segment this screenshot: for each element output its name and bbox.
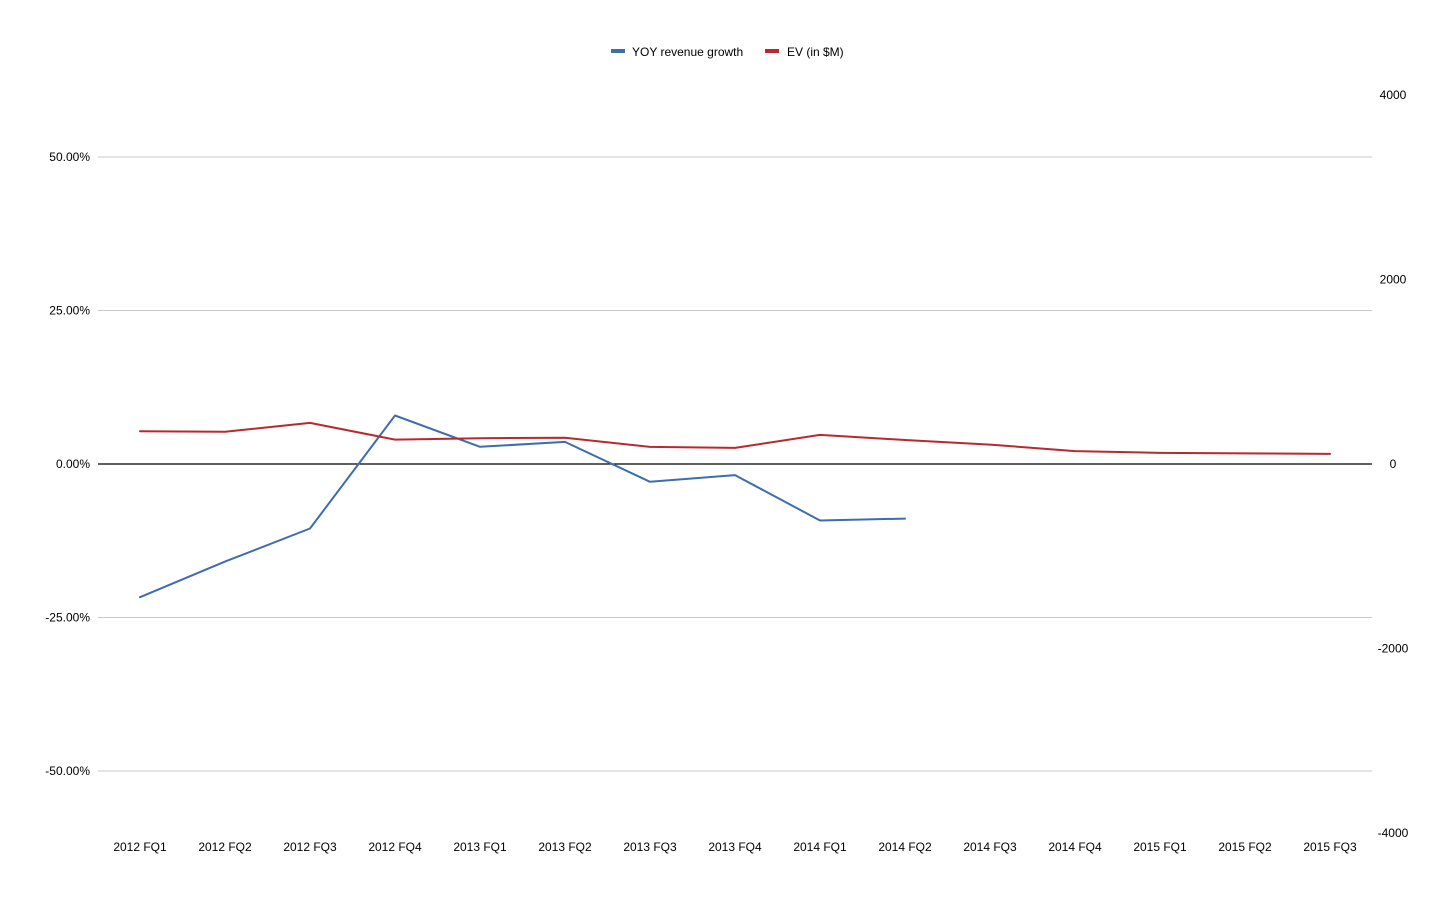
x-tick-label: 2014 FQ1 (793, 840, 847, 854)
x-tick-label: 2014 FQ3 (963, 840, 1017, 854)
series-line-yoy-revenue-growth (139, 414, 906, 599)
series-layer (139, 414, 1331, 599)
right-tick-label: 2000 (1380, 273, 1407, 287)
right-tick-label: -2000 (1378, 642, 1409, 656)
x-tick-label: 2012 FQ2 (198, 840, 252, 854)
x-tick-label: 2012 FQ3 (283, 840, 337, 854)
legend-swatch-yoy-revenue-growth (611, 49, 625, 53)
x-tick-label: 2014 FQ2 (878, 840, 932, 854)
left-tick-label: -50.00% (45, 764, 90, 778)
legend-label-yoy-revenue-growth: YOY revenue growth (632, 45, 743, 59)
x-tick-label: 2012 FQ4 (368, 840, 422, 854)
right-tick-label: 4000 (1380, 88, 1407, 102)
x-axis: 2012 FQ1 2012 FQ2 2012 FQ3 2012 FQ4 2013 FQ1… (113, 840, 1357, 854)
legend-swatch-ev (765, 49, 779, 53)
x-tick-label: 2015 FQ2 (1218, 840, 1272, 854)
x-tick-label: 2015 FQ3 (1303, 840, 1357, 854)
left-tick-label: 50.00% (49, 150, 90, 164)
right-axis: 4000 2000 0 -2000 -4000 (1378, 88, 1409, 840)
left-axis: 50.00% 25.00% 0.00% -25.00% -50.00% (45, 150, 90, 778)
right-tick-label: 0 (1390, 457, 1397, 471)
gridlines (98, 156, 1372, 772)
legend: YOY revenue growth EV (in $M) (611, 45, 844, 59)
x-tick-label: 2013 FQ4 (708, 840, 762, 854)
x-tick-label: 2013 FQ1 (453, 840, 507, 854)
x-tick-label: 2012 FQ1 (113, 840, 167, 854)
left-tick-label: -25.00% (45, 611, 90, 625)
legend-label-ev: EV (in $M) (787, 45, 844, 59)
left-tick-label: 0.00% (56, 457, 90, 471)
x-tick-label: 2013 FQ3 (623, 840, 677, 854)
x-tick-label: 2015 FQ1 (1133, 840, 1187, 854)
left-tick-label: 25.00% (49, 304, 90, 318)
series-line-ev-in-m (139, 421, 1331, 455)
x-tick-label: 2013 FQ2 (538, 840, 592, 854)
x-tick-label: 2014 FQ4 (1048, 840, 1102, 854)
right-tick-label: -4000 (1378, 826, 1409, 840)
